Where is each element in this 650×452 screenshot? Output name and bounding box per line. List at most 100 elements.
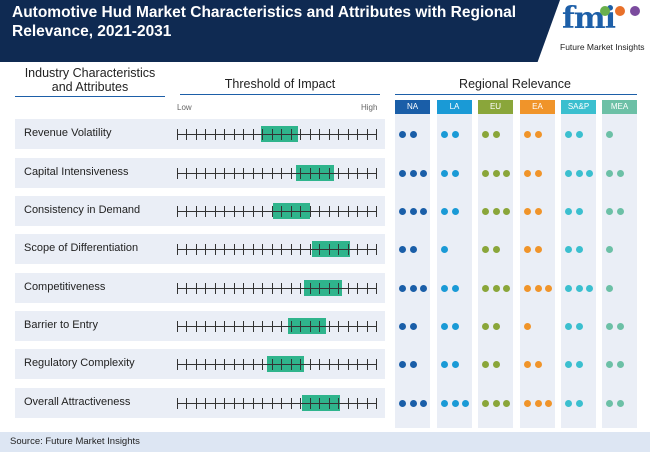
scale-tick [319,321,321,332]
scale-tick [243,398,245,409]
scale-tick [224,321,226,332]
relevance-dot [524,323,531,330]
regional-header: Regional Relevance [459,77,571,91]
scale-tick [319,283,321,294]
relevance-dots [524,208,542,216]
relevance-dots [565,208,583,216]
scale-tick [271,283,273,294]
relevance-dots [482,400,510,408]
scale-line [177,134,376,135]
scale-tick [262,283,264,294]
scale-tick [338,168,340,179]
scale-tick [271,168,273,179]
footer: Source: Future Market Insights [0,432,650,452]
relevance-dot [575,131,583,138]
scale-tick [271,129,273,140]
scale-tick [262,168,264,179]
impact-scale [177,241,377,257]
region-column-mea: MEA [602,100,637,428]
relevance-dot [575,246,583,253]
scale-tick [376,168,377,179]
scale-tick [319,129,321,140]
attribute-row: Revenue Volatility [15,119,385,149]
scale-tick [376,244,377,255]
relevance-dots [565,131,583,139]
relevance-dot [492,361,500,368]
relevance-dot [503,285,510,292]
header: Automotive Hud Market Characteristics an… [0,0,650,62]
relevance-dot [492,323,500,330]
scale-tick [319,359,321,370]
scale-tick [224,129,226,140]
scale-tick [300,359,302,370]
scale-tick [271,359,273,370]
relevance-dot [565,285,572,292]
divider [395,94,637,95]
relevance-dot [451,400,459,407]
relevance-dot [545,285,552,292]
relevance-dot [441,400,448,407]
relevance-dot [409,170,417,177]
relevance-dots [565,361,583,369]
relevance-dot [534,361,542,368]
impact-scale [177,395,377,411]
relevance-dot [399,246,406,253]
relevance-dots [606,131,613,139]
scale-tick [177,321,178,332]
scale-tick [357,321,359,332]
relevance-dot [616,361,624,368]
page-title: Automotive Hud Market Characteristics an… [12,4,517,40]
scale-tick [290,244,292,255]
scale-tick [309,359,311,370]
scale-tick [281,168,283,179]
attribute-label: Competitiveness [24,281,106,293]
relevance-dot [409,246,417,253]
relevance-dot [492,170,500,177]
scale-tick [177,359,178,370]
scale-tick [224,244,226,255]
relevance-dot [586,285,593,292]
scale-tick [338,359,340,370]
relevance-dot [482,323,489,330]
relevance-dot [482,246,489,253]
relevance-dot [565,323,572,330]
relevance-dot [399,323,406,330]
relevance-dot [399,285,406,292]
scale-tick [290,283,292,294]
relevance-dots [441,246,448,254]
relevance-dots [399,170,427,178]
relevance-dot [534,400,542,407]
scale-tick [243,359,245,370]
scale-tick [366,168,368,179]
scale-tick [195,129,197,140]
relevance-dot [441,285,448,292]
relevance-dot [565,208,572,215]
scale-tick [347,168,349,179]
relevance-dots [524,170,542,178]
scale-tick [328,283,330,294]
scale-tick [309,206,311,217]
scale-tick [290,168,292,179]
relevance-dot [586,170,593,177]
region-header: LA [437,100,472,114]
relevance-dots [524,246,542,254]
scale-tick [243,283,245,294]
relevance-dots [482,131,500,139]
relevance-dot [575,285,583,292]
high-label: High [361,103,378,112]
relevance-dot [534,285,542,292]
scale-tick [347,206,349,217]
scale-tick [347,244,349,255]
relevance-dot [492,208,500,215]
relevance-dot [606,208,613,215]
relevance-dot [616,208,624,215]
scale-tick [177,206,178,217]
scale-tick [186,283,188,294]
scale-tick [205,206,207,217]
attribute-row: Consistency in Demand [15,196,385,226]
relevance-dots [565,285,593,293]
relevance-dots [482,208,510,216]
relevance-dot [451,361,459,368]
relevance-dot [534,246,542,253]
scale-line [177,326,376,327]
